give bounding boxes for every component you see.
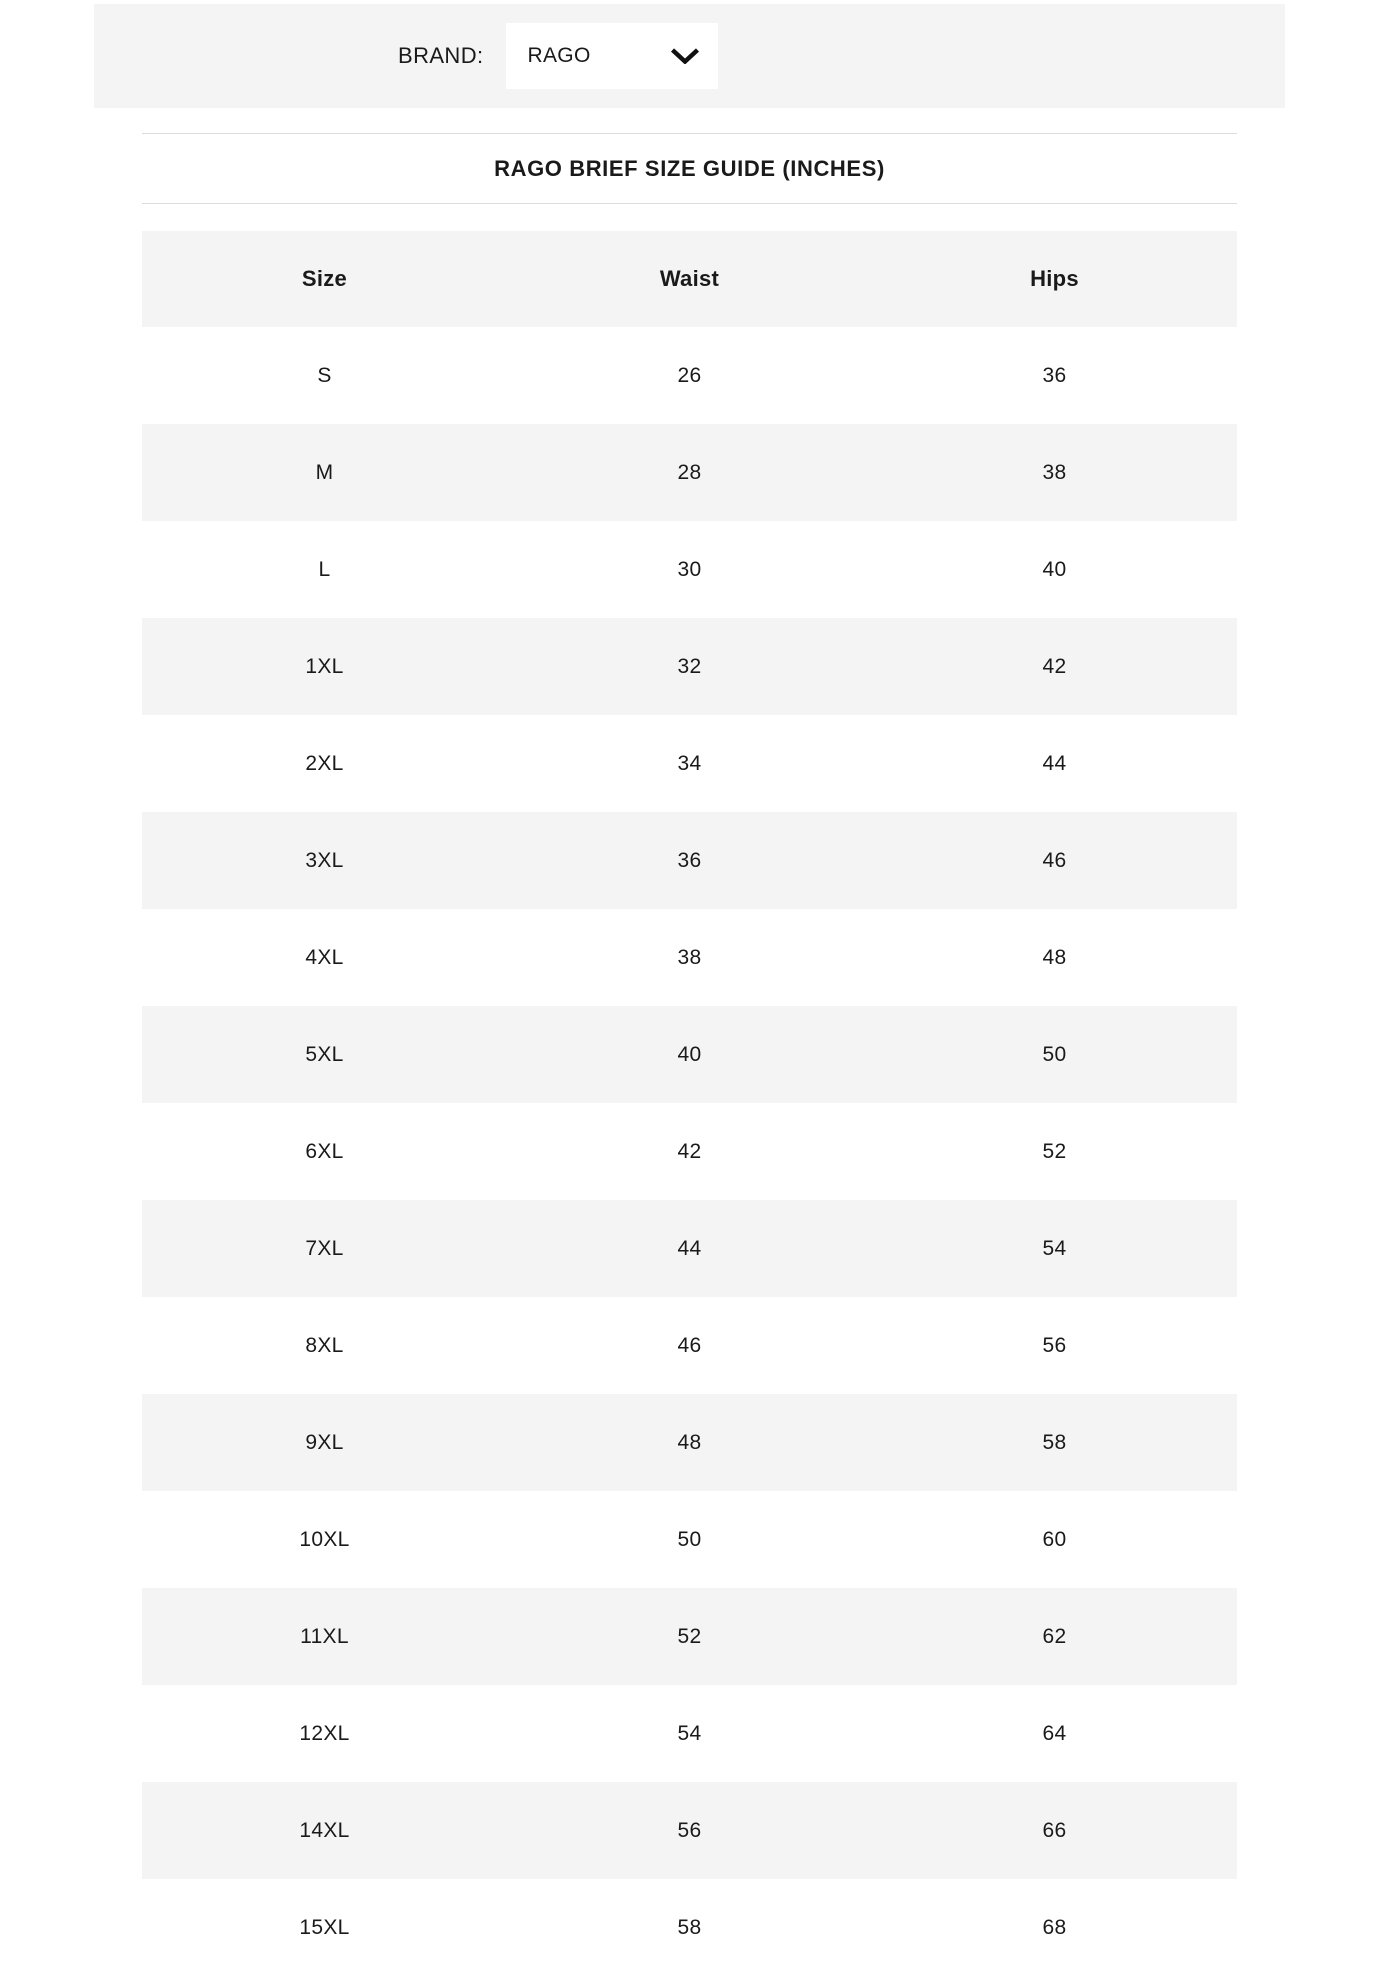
- column-header-hips: Hips: [1030, 266, 1079, 291]
- brand-select[interactable]: RAGO: [505, 23, 718, 89]
- waist-cell: 30: [677, 557, 702, 581]
- hips-cell: 36: [1042, 363, 1067, 387]
- page-title: RAGO BRIEF SIZE GUIDE (INCHES): [494, 155, 885, 181]
- waist-cell: 38: [677, 945, 702, 969]
- hips-cell: 56: [1042, 1333, 1067, 1357]
- column-header-waist: Waist: [659, 266, 720, 291]
- title-band: RAGO BRIEF SIZE GUIDE (INCHES): [142, 133, 1237, 204]
- waist-cell: 52: [677, 1624, 702, 1648]
- table-row: 7XL 44 54: [142, 1200, 1237, 1297]
- column-header-size: Size: [301, 266, 348, 291]
- hips-cell: 50: [1042, 1042, 1067, 1066]
- table-row: 10XL 50 60: [142, 1491, 1237, 1588]
- brand-select-value: RAGO: [527, 44, 591, 67]
- table-body: S 26 36 M 28 38 L 30 40 1XL 32 42 2XL 34 44 3XL 36 46 4XL 3…: [142, 327, 1237, 1976]
- table-row: L 30 40: [142, 521, 1237, 618]
- hips-cell: 64: [1042, 1721, 1067, 1745]
- hips-cell: 58: [1042, 1430, 1067, 1454]
- size-cell: 14XL: [299, 1818, 350, 1842]
- table-row: 14XL 56 66: [142, 1782, 1237, 1879]
- waist-cell: 32: [677, 654, 702, 678]
- hips-cell: 62: [1042, 1624, 1067, 1648]
- size-cell: 11XL: [300, 1624, 349, 1648]
- brand-bar: BRAND: RAGO: [94, 4, 1285, 108]
- brand-label: BRAND:: [398, 43, 484, 68]
- table-row: 1XL 32 42: [142, 618, 1237, 715]
- table-row: 15XL 58 68: [142, 1879, 1237, 1976]
- hips-cell: 48: [1042, 945, 1067, 969]
- waist-cell: 26: [677, 363, 702, 387]
- hips-cell: 66: [1042, 1818, 1067, 1842]
- waist-cell: 46: [677, 1333, 702, 1357]
- size-cell: 9XL: [305, 1430, 344, 1454]
- hips-cell: 60: [1042, 1527, 1067, 1551]
- table-row: 8XL 46 56: [142, 1297, 1237, 1394]
- waist-cell: 28: [677, 460, 702, 484]
- hips-cell: 52: [1042, 1139, 1067, 1163]
- size-cell: 7XL: [305, 1236, 344, 1260]
- hips-cell: 44: [1042, 751, 1067, 775]
- hips-cell: 54: [1042, 1236, 1067, 1260]
- hips-cell: 68: [1042, 1915, 1067, 1939]
- hips-cell: 40: [1042, 557, 1067, 581]
- waist-cell: 48: [677, 1430, 702, 1454]
- waist-cell: 50: [677, 1527, 702, 1551]
- hips-cell: 42: [1042, 654, 1067, 678]
- size-cell: 10XL: [299, 1527, 350, 1551]
- table-row: 12XL 54 64: [142, 1685, 1237, 1782]
- table-row: M 28 38: [142, 424, 1237, 521]
- size-cell: 6XL: [305, 1139, 344, 1163]
- table-row: 5XL 40 50: [142, 1006, 1237, 1103]
- size-cell: 12XL: [299, 1721, 350, 1745]
- size-cell: M: [315, 460, 334, 484]
- waist-cell: 54: [677, 1721, 702, 1745]
- size-cell: 5XL: [305, 1042, 344, 1066]
- table-row: 9XL 48 58: [142, 1394, 1237, 1491]
- table-header-row: Size Waist Hips: [142, 231, 1237, 327]
- size-guide-table: Size Waist Hips S 26 36 M 28 38 L 30 40 1XL 32 42 2X…: [142, 231, 1237, 1976]
- table-row: 3XL 36 46: [142, 812, 1237, 909]
- waist-cell: 36: [677, 848, 702, 872]
- hips-cell: 46: [1042, 848, 1067, 872]
- size-cell: S: [317, 363, 332, 387]
- size-cell: 8XL: [305, 1333, 344, 1357]
- size-cell: L: [318, 557, 331, 581]
- waist-cell: 42: [677, 1139, 702, 1163]
- size-cell: 1XL: [305, 654, 344, 678]
- waist-cell: 44: [677, 1236, 702, 1260]
- waist-cell: 34: [677, 751, 702, 775]
- table-row: 2XL 34 44: [142, 715, 1237, 812]
- table-row: 11XL 52 62: [142, 1588, 1237, 1685]
- size-cell: 4XL: [305, 945, 344, 969]
- table-row: 6XL 42 52: [142, 1103, 1237, 1200]
- size-cell: 2XL: [305, 751, 344, 775]
- waist-cell: 58: [677, 1915, 702, 1939]
- size-cell: 3XL: [305, 848, 344, 872]
- size-cell: 15XL: [299, 1915, 350, 1939]
- chevron-down-icon: [670, 48, 699, 64]
- table-row: 4XL 38 48: [142, 909, 1237, 1006]
- waist-cell: 40: [677, 1042, 702, 1066]
- hips-cell: 38: [1042, 460, 1067, 484]
- waist-cell: 56: [677, 1818, 702, 1842]
- table-row: S 26 36: [142, 327, 1237, 424]
